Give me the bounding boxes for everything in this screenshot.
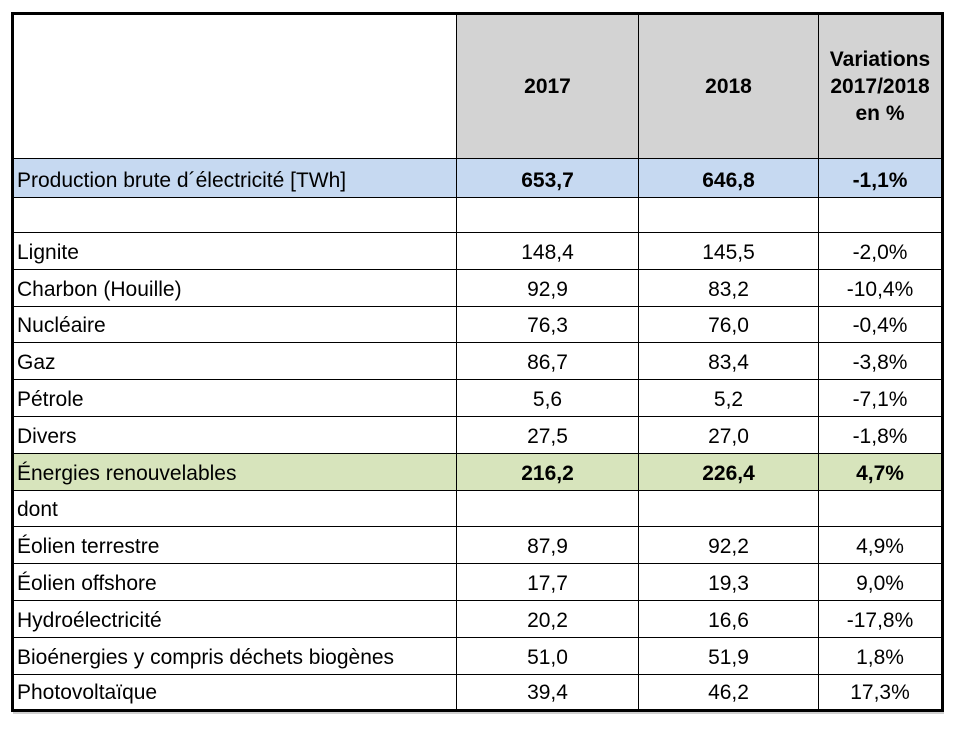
row-label: Bioénergies y compris déchets biogènes (12, 636, 457, 675)
row-label: Production brute d´électricité [TWh] (12, 158, 457, 198)
value-2018 (638, 489, 819, 528)
header-row: 2017 2018 Variations 2017/2018 en % (12, 13, 943, 159)
value-variation: 4,7% (818, 452, 943, 491)
value-variation: -7,1% (818, 379, 943, 417)
row-label: Photovoltaïque (12, 673, 457, 712)
table-row-hydroelectricite: Hydroélectricité 20,2 16,6 -17,8% (12, 599, 943, 638)
header-corner-cell (12, 13, 457, 159)
row-label (12, 197, 457, 233)
row-label: Éolien offshore (12, 563, 457, 601)
value-2018: 92,2 (638, 526, 819, 565)
row-label: Hydroélectricité (12, 599, 457, 638)
value-2018 (638, 197, 819, 233)
row-label: Nucléaire (12, 305, 457, 344)
table-row-eolien-offshore: Éolien offshore 17,7 19,3 9,0% (12, 563, 943, 601)
header-year-2018: 2018 (638, 13, 819, 159)
table-row-photovoltaique: Photovoltaïque 39,4 46,2 17,3% (12, 673, 943, 712)
value-variation: 9,0% (818, 563, 943, 601)
value-2018: 5,2 (638, 379, 819, 417)
value-2017: 39,4 (456, 673, 639, 712)
header-year-2017: 2017 (456, 13, 639, 159)
row-label: Pétrole (12, 379, 457, 417)
header-variations: Variations 2017/2018 en % (818, 13, 943, 159)
table-row-charbon: Charbon (Houille) 92,9 83,2 -10,4% (12, 268, 943, 307)
value-variation: -17,8% (818, 599, 943, 638)
value-variation: 1,8% (818, 636, 943, 675)
value-2018: 27,0 (638, 415, 819, 454)
table-row-lignite: Lignite 148,4 145,5 -2,0% (12, 232, 943, 270)
value-2017: 17,7 (456, 563, 639, 601)
value-2018: 16,6 (638, 599, 819, 638)
value-variation: -10,4% (818, 268, 943, 307)
value-variation (818, 489, 943, 528)
value-2017: 216,2 (456, 452, 639, 491)
value-variation: -1,8% (818, 415, 943, 454)
table-row-gross-production: Production brute d´électricité [TWh] 653… (12, 158, 943, 198)
value-2018: 145,5 (638, 232, 819, 270)
table-row-dont: dont (12, 489, 943, 528)
row-label: Éolien terrestre (12, 526, 457, 565)
value-2018: 83,2 (638, 268, 819, 307)
value-2017: 148,4 (456, 232, 639, 270)
electricity-production-table: 2017 2018 Variations 2017/2018 en % Prod… (11, 12, 944, 713)
value-2017: 51,0 (456, 636, 639, 675)
row-label: Lignite (12, 232, 457, 270)
table-row-petrole: Pétrole 5,6 5,2 -7,1% (12, 379, 943, 417)
value-variation: 17,3% (818, 673, 943, 712)
value-variation: 4,9% (818, 526, 943, 565)
row-label: dont (12, 489, 457, 528)
value-2017: 87,9 (456, 526, 639, 565)
value-variation: -3,8% (818, 342, 943, 381)
table-row-bioenergies: Bioénergies y compris déchets biogènes 5… (12, 636, 943, 675)
table-row-gaz: Gaz 86,7 83,4 -3,8% (12, 342, 943, 381)
value-2017: 76,3 (456, 305, 639, 344)
value-variation (818, 197, 943, 233)
value-2018: 76,0 (638, 305, 819, 344)
value-2017: 653,7 (456, 158, 639, 198)
row-label: Énergies renouvelables (12, 452, 457, 491)
value-variation: -0,4% (818, 305, 943, 344)
row-label: Gaz (12, 342, 457, 381)
value-2018: 83,4 (638, 342, 819, 381)
value-2018: 226,4 (638, 452, 819, 491)
value-2018: 51,9 (638, 636, 819, 675)
value-2017 (456, 489, 639, 528)
value-2017: 27,5 (456, 415, 639, 454)
value-2017: 20,2 (456, 599, 639, 638)
value-2017 (456, 197, 639, 233)
value-variation: -2,0% (818, 232, 943, 270)
table-row-nucleaire: Nucléaire 76,3 76,0 -0,4% (12, 305, 943, 344)
value-variation: -1,1% (818, 158, 943, 198)
table-row-energies-renouvelables: Énergies renouvelables 216,2 226,4 4,7% (12, 452, 943, 491)
value-2018: 19,3 (638, 563, 819, 601)
table-row-eolien-terrestre: Éolien terrestre 87,9 92,2 4,9% (12, 526, 943, 565)
value-2018: 46,2 (638, 673, 819, 712)
row-label: Charbon (Houille) (12, 268, 457, 307)
value-2017: 92,9 (456, 268, 639, 307)
value-2018: 646,8 (638, 158, 819, 198)
value-2017: 5,6 (456, 379, 639, 417)
row-label: Divers (12, 415, 457, 454)
table-row-divers: Divers 27,5 27,0 -1,8% (12, 415, 943, 454)
value-2017: 86,7 (456, 342, 639, 381)
table-row-spacer (12, 197, 943, 233)
